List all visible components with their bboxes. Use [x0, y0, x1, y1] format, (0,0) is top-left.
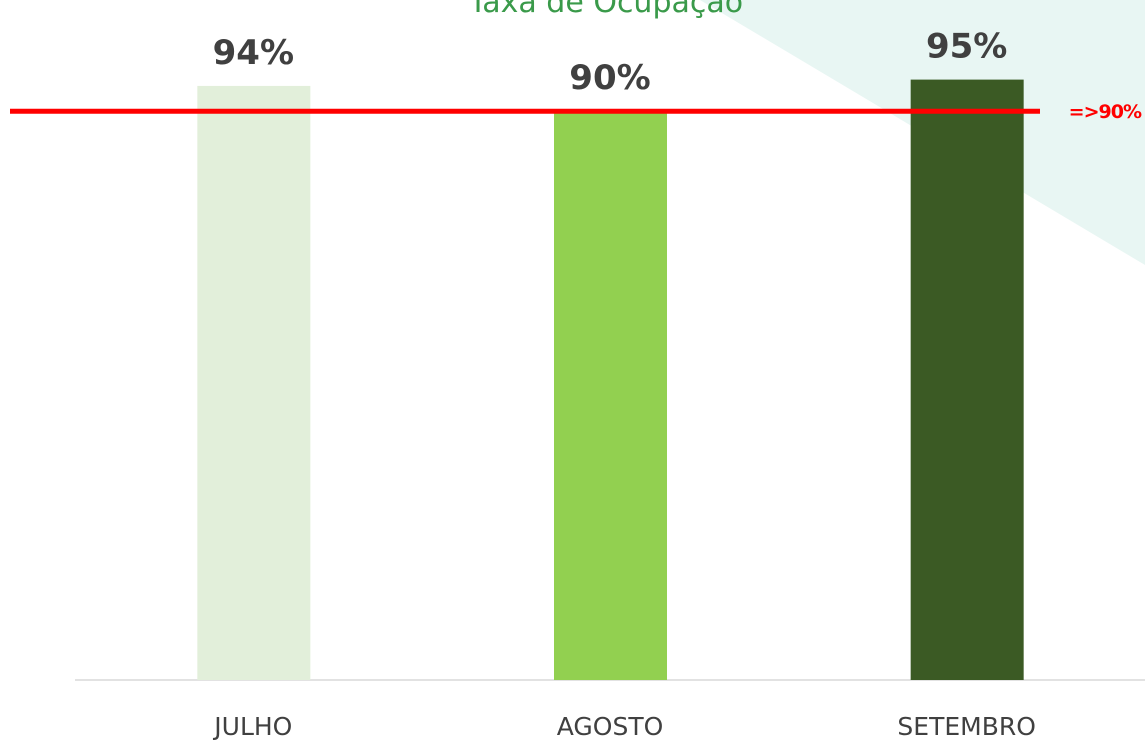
value-label: 94%	[213, 33, 294, 73]
target-label: =>90%	[1069, 101, 1142, 123]
x-tick-label: AGOSTO	[557, 712, 664, 741]
value-label: 95%	[926, 27, 1007, 67]
x-tick-label: JULHO	[212, 712, 292, 741]
x-tick-label: SETEMBRO	[897, 712, 1036, 741]
bar	[554, 111, 667, 680]
bar	[197, 85, 311, 681]
chart-title: Taxa de Ocupação	[468, 0, 743, 20]
value-label: 90%	[569, 58, 650, 98]
bar	[910, 79, 1024, 681]
